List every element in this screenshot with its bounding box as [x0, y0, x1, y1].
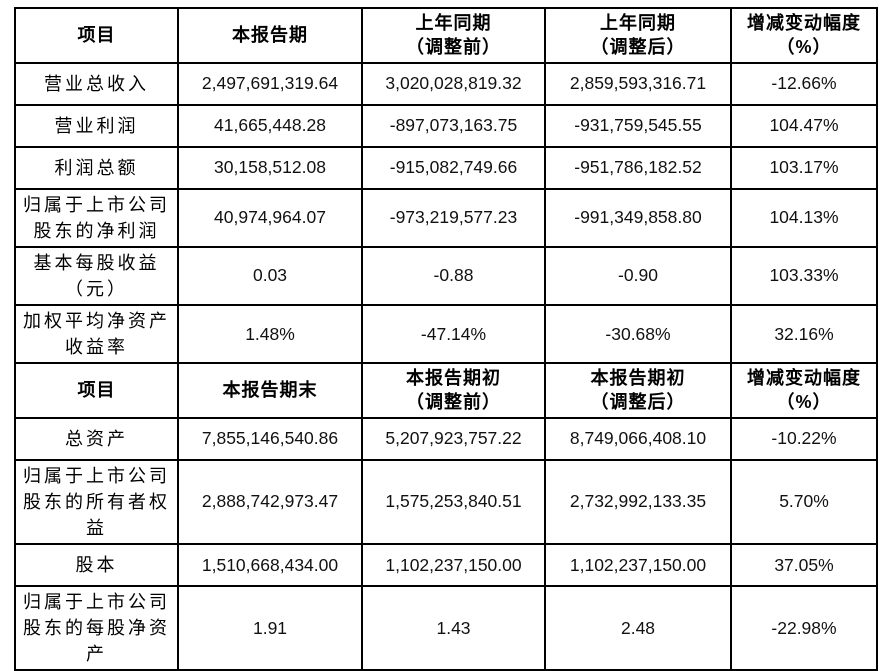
- row-label: 归属于上市公司股东的每股净资产: [14, 585, 179, 671]
- header-prior-after-adjust: 上年同期 （调整后）: [544, 7, 732, 64]
- table-row-total-assets: 总资产 7,855,146,540.86 5,207,923,757.22 8,…: [14, 416, 878, 461]
- value-begin-after: 1,102,237,150.00: [544, 543, 732, 588]
- value-current: 2,497,691,319.64: [177, 61, 363, 106]
- value-current: 0.03: [177, 245, 363, 306]
- table-row-operating-profit: 营业利润 41,665,448.28 -897,073,163.75 -931,…: [14, 103, 878, 148]
- value-prior-after: 2,859,593,316.71: [544, 61, 732, 106]
- value-period-end: 2,888,742,973.47: [177, 458, 363, 546]
- value-change: 32.16%: [730, 303, 878, 365]
- header-line: 上年同期: [415, 13, 492, 33]
- row-label: 利润总额: [14, 145, 179, 190]
- table-row-total-profit: 利润总额 30,158,512.08 -915,082,749.66 -951,…: [14, 145, 878, 190]
- header-line: 增减变动幅度: [747, 368, 861, 389]
- value-begin-after: 2.48: [544, 585, 732, 671]
- value-prior-before: -47.14%: [361, 303, 546, 365]
- value-period-end: 1.91: [177, 585, 363, 671]
- row-label: 基本每股收益（元）: [14, 245, 179, 306]
- header-period-end: 本报告期末: [177, 362, 363, 419]
- value-prior-after: -951,786,182.52: [544, 145, 732, 190]
- value-change: 103.17%: [730, 145, 878, 190]
- value-current: 40,974,964.07: [177, 187, 363, 248]
- header-line: （%）: [776, 37, 832, 58]
- value-prior-after: -0.90: [544, 245, 732, 306]
- value-period-end: 7,855,146,540.86: [177, 416, 363, 461]
- value-prior-before: -0.88: [361, 245, 546, 306]
- row-label: 归属于上市公司股东的净利润: [14, 187, 179, 248]
- row-label: 股本: [14, 543, 179, 588]
- table-row-equity-attributable: 归属于上市公司股东的所有者权益 2,888,742,973.47 1,575,2…: [14, 458, 878, 546]
- header-line: （调整前）: [406, 37, 501, 58]
- header-line: （调整后）: [590, 37, 686, 58]
- value-begin-after: 8,749,066,408.10: [544, 416, 732, 461]
- value-begin-before: 1.43: [361, 585, 546, 671]
- value-prior-before: -973,219,577.23: [361, 187, 546, 248]
- value-change: -10.22%: [730, 416, 878, 461]
- table-row-share-capital: 股本 1,510,668,434.00 1,102,237,150.00 1,1…: [14, 543, 878, 588]
- value-current: 30,158,512.08: [177, 145, 363, 190]
- header-line: （调整前）: [406, 392, 501, 413]
- table-row-weighted-avg-roe: 加权平均净资产收益率 1.48% -47.14% -30.68% 32.16%: [14, 303, 878, 365]
- value-current: 1.48%: [177, 303, 363, 365]
- header-line: 本报告期初: [406, 368, 501, 389]
- value-begin-after: 2,732,992,133.35: [544, 458, 732, 546]
- section2-header-row: 项目 本报告期末 本报告期初 （调整前） 本报告期初 （调整后） 增减变动幅度 …: [14, 362, 878, 419]
- header-item: 项目: [14, 7, 179, 64]
- value-begin-before: 1,102,237,150.00: [361, 543, 546, 588]
- section1-header-row: 项目 本报告期 上年同期 （调整前） 上年同期 （调整后） 增减变动幅度 （%）: [14, 7, 878, 64]
- value-change: -12.66%: [730, 61, 878, 106]
- value-current: 41,665,448.28: [177, 103, 363, 148]
- table-row-basic-eps: 基本每股收益（元） 0.03 -0.88 -0.90 103.33%: [14, 245, 878, 306]
- row-label: 总资产: [14, 416, 179, 461]
- header-line: 增减变动幅度: [747, 13, 861, 33]
- header-line: 本报告期初: [590, 368, 686, 389]
- value-prior-after: -30.68%: [544, 303, 732, 365]
- value-prior-after: -991,349,858.80: [544, 187, 732, 248]
- value-prior-before: -915,082,749.66: [361, 145, 546, 190]
- row-label: 加权平均净资产收益率: [14, 303, 179, 365]
- header-prior-before-adjust: 上年同期 （调整前）: [361, 7, 546, 64]
- value-prior-before: 3,020,028,819.32: [361, 61, 546, 106]
- table-row-net-profit-attributable: 归属于上市公司股东的净利润 40,974,964.07 -973,219,577…: [14, 187, 878, 248]
- row-label: 营业利润: [14, 103, 179, 148]
- header-line: 上年同期: [600, 13, 676, 33]
- value-prior-before: -897,073,163.75: [361, 103, 546, 148]
- value-begin-before: 1,575,253,840.51: [361, 458, 546, 546]
- header-change-pct: 增减变动幅度 （%）: [730, 362, 878, 419]
- table-row-net-assets-per-share: 归属于上市公司股东的每股净资产 1.91 1.43 2.48 -22.98%: [14, 585, 878, 671]
- header-item: 项目: [14, 362, 179, 419]
- value-change: 37.05%: [730, 543, 878, 588]
- header-period-begin-after-adjust: 本报告期初 （调整后）: [544, 362, 732, 419]
- value-period-end: 1,510,668,434.00: [177, 543, 363, 588]
- header-period-begin-before-adjust: 本报告期初 （调整前）: [361, 362, 546, 419]
- value-change: 104.47%: [730, 103, 878, 148]
- header-current-period: 本报告期: [177, 7, 363, 64]
- row-label: 归属于上市公司股东的所有者权益: [14, 458, 179, 546]
- value-begin-before: 5,207,923,757.22: [361, 416, 546, 461]
- value-change: -22.98%: [730, 585, 878, 671]
- header-line: （%）: [776, 392, 832, 413]
- header-line: （调整后）: [590, 392, 686, 413]
- row-label: 营业总收入: [14, 61, 179, 106]
- table-row-total-revenue: 营业总收入 2,497,691,319.64 3,020,028,819.32 …: [14, 61, 878, 106]
- value-change: 5.70%: [730, 458, 878, 546]
- value-change: 103.33%: [730, 245, 878, 306]
- value-prior-after: -931,759,545.55: [544, 103, 732, 148]
- financial-summary-table: 项目 本报告期 上年同期 （调整前） 上年同期 （调整后） 增减变动幅度 （%）…: [14, 7, 878, 671]
- header-change-pct: 增减变动幅度 （%）: [730, 7, 878, 64]
- value-change: 104.13%: [730, 187, 878, 248]
